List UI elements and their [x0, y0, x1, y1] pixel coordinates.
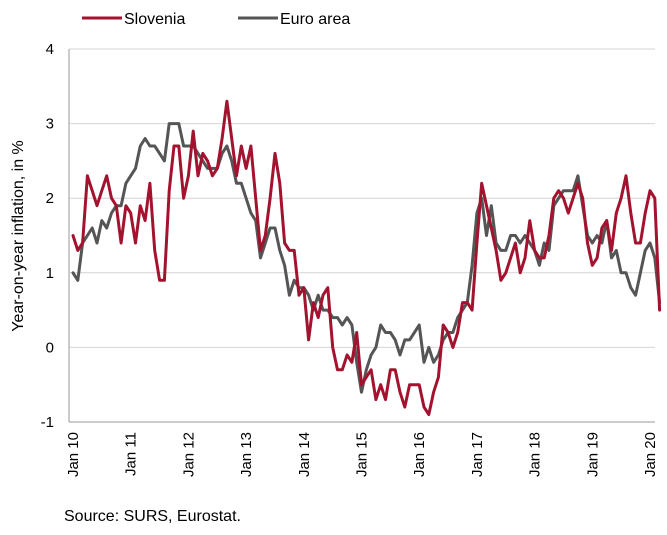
y-tick-label: 4 [46, 41, 54, 58]
legend-label-1: Euro area [280, 11, 350, 28]
y-tick-labels: -1 0 1 2 3 4 [41, 41, 54, 431]
y-axis-label: Year-on-year inflation, in % [10, 140, 27, 332]
source-note: Source: SURS, Eurostat. [64, 508, 241, 525]
x-tick-label: Jan 16 [411, 432, 428, 477]
series-line-slovenia [71, 99, 662, 416]
y-tick-label: 1 [46, 265, 54, 282]
series-lines [71, 99, 662, 416]
y-tick-label: -1 [41, 414, 54, 431]
x-tick-label: Jan 15 [354, 432, 371, 477]
x-tick-label: Jan 11 [123, 432, 140, 476]
x-tick-label: Jan 10 [65, 432, 82, 477]
x-tick-label: Jan 12 [180, 432, 197, 477]
gridlines [69, 48, 655, 348]
series-line-euro-area [71, 122, 662, 394]
x-tick-label: Jan 13 [238, 432, 255, 477]
x-tick-label: Jan 14 [296, 432, 313, 477]
legend-label-0: Slovenia [124, 11, 185, 28]
x-tick-label: Jan 17 [469, 432, 486, 477]
y-tick-label: 2 [46, 190, 54, 207]
axes [68, 49, 655, 423]
x-tick-labels: Jan 10 Jan 11 Jan 12 Jan 13 Jan 14 Jan 15 Jan … [65, 432, 659, 477]
legend: Slovenia Euro area [82, 11, 350, 28]
y-tick-label: 3 [46, 116, 54, 133]
x-tick-label: Jan 18 [527, 432, 544, 477]
y-tick-label: 0 [46, 339, 54, 356]
x-tick-label: Jan 20 [642, 432, 659, 477]
x-tick-label: Jan 19 [584, 432, 601, 477]
